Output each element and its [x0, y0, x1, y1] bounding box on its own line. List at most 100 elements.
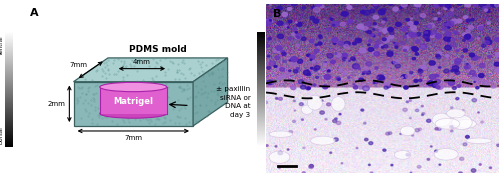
- Circle shape: [428, 23, 434, 28]
- Circle shape: [466, 34, 470, 38]
- Circle shape: [336, 77, 340, 80]
- Circle shape: [362, 86, 370, 91]
- Circle shape: [444, 22, 450, 27]
- Circle shape: [355, 38, 362, 43]
- Ellipse shape: [466, 138, 492, 144]
- Text: 7mm: 7mm: [124, 135, 142, 141]
- Circle shape: [429, 61, 435, 65]
- Circle shape: [412, 33, 417, 37]
- Circle shape: [447, 21, 454, 26]
- Circle shape: [409, 100, 412, 101]
- Circle shape: [278, 151, 282, 155]
- Circle shape: [353, 84, 354, 85]
- Circle shape: [444, 7, 448, 10]
- Circle shape: [471, 169, 476, 172]
- Circle shape: [336, 22, 340, 24]
- Circle shape: [274, 50, 276, 52]
- Circle shape: [358, 39, 360, 41]
- Circle shape: [430, 75, 436, 79]
- Circle shape: [478, 26, 484, 30]
- Circle shape: [494, 62, 500, 66]
- Circle shape: [344, 44, 348, 48]
- Circle shape: [444, 16, 446, 17]
- Circle shape: [368, 47, 374, 52]
- Circle shape: [298, 80, 304, 84]
- Circle shape: [432, 11, 434, 12]
- Circle shape: [310, 59, 312, 61]
- Ellipse shape: [435, 118, 460, 129]
- Circle shape: [293, 100, 296, 102]
- Circle shape: [288, 20, 292, 23]
- Circle shape: [410, 18, 412, 19]
- Circle shape: [464, 35, 470, 39]
- Circle shape: [438, 67, 440, 68]
- Circle shape: [370, 172, 373, 174]
- Circle shape: [307, 73, 311, 76]
- Circle shape: [289, 131, 292, 133]
- Circle shape: [312, 61, 315, 63]
- Circle shape: [374, 6, 378, 8]
- Circle shape: [393, 42, 395, 43]
- Circle shape: [300, 53, 302, 55]
- Circle shape: [316, 2, 322, 6]
- Circle shape: [328, 70, 330, 72]
- Circle shape: [373, 15, 378, 19]
- Circle shape: [455, 61, 460, 65]
- Circle shape: [430, 33, 432, 35]
- Ellipse shape: [332, 97, 345, 111]
- Circle shape: [362, 6, 365, 9]
- Circle shape: [406, 19, 409, 21]
- Circle shape: [314, 52, 316, 54]
- Circle shape: [452, 39, 456, 41]
- Circle shape: [431, 30, 436, 34]
- Circle shape: [302, 172, 305, 174]
- Circle shape: [297, 22, 302, 26]
- Circle shape: [484, 7, 488, 10]
- Circle shape: [381, 8, 386, 12]
- Circle shape: [496, 144, 500, 146]
- Circle shape: [306, 87, 310, 90]
- Circle shape: [320, 111, 324, 114]
- Circle shape: [437, 127, 441, 130]
- Circle shape: [436, 86, 440, 89]
- Circle shape: [445, 8, 446, 9]
- Circle shape: [479, 164, 482, 165]
- Circle shape: [348, 20, 352, 23]
- Circle shape: [442, 31, 444, 32]
- Circle shape: [412, 47, 418, 51]
- Circle shape: [448, 37, 450, 39]
- Circle shape: [450, 9, 454, 11]
- Circle shape: [327, 53, 333, 58]
- Circle shape: [444, 45, 452, 50]
- Circle shape: [278, 77, 281, 79]
- Circle shape: [452, 87, 456, 89]
- Circle shape: [358, 27, 362, 29]
- Circle shape: [466, 18, 468, 20]
- Circle shape: [436, 34, 442, 39]
- Circle shape: [386, 85, 390, 88]
- Circle shape: [357, 25, 363, 29]
- Circle shape: [380, 76, 385, 80]
- Circle shape: [424, 32, 430, 36]
- Circle shape: [268, 55, 270, 57]
- Circle shape: [275, 56, 280, 60]
- Circle shape: [315, 44, 318, 46]
- Circle shape: [416, 40, 420, 43]
- Circle shape: [384, 82, 390, 86]
- Circle shape: [322, 85, 328, 89]
- Circle shape: [360, 48, 366, 53]
- Circle shape: [364, 10, 370, 15]
- Circle shape: [267, 80, 274, 85]
- Circle shape: [402, 28, 406, 32]
- Circle shape: [464, 66, 468, 69]
- Circle shape: [418, 128, 422, 131]
- Circle shape: [452, 125, 454, 128]
- Circle shape: [353, 59, 356, 61]
- Circle shape: [464, 16, 468, 19]
- Circle shape: [344, 41, 350, 46]
- Circle shape: [423, 34, 429, 39]
- Circle shape: [445, 7, 449, 10]
- Circle shape: [386, 132, 390, 135]
- Circle shape: [276, 98, 278, 99]
- Circle shape: [303, 147, 305, 149]
